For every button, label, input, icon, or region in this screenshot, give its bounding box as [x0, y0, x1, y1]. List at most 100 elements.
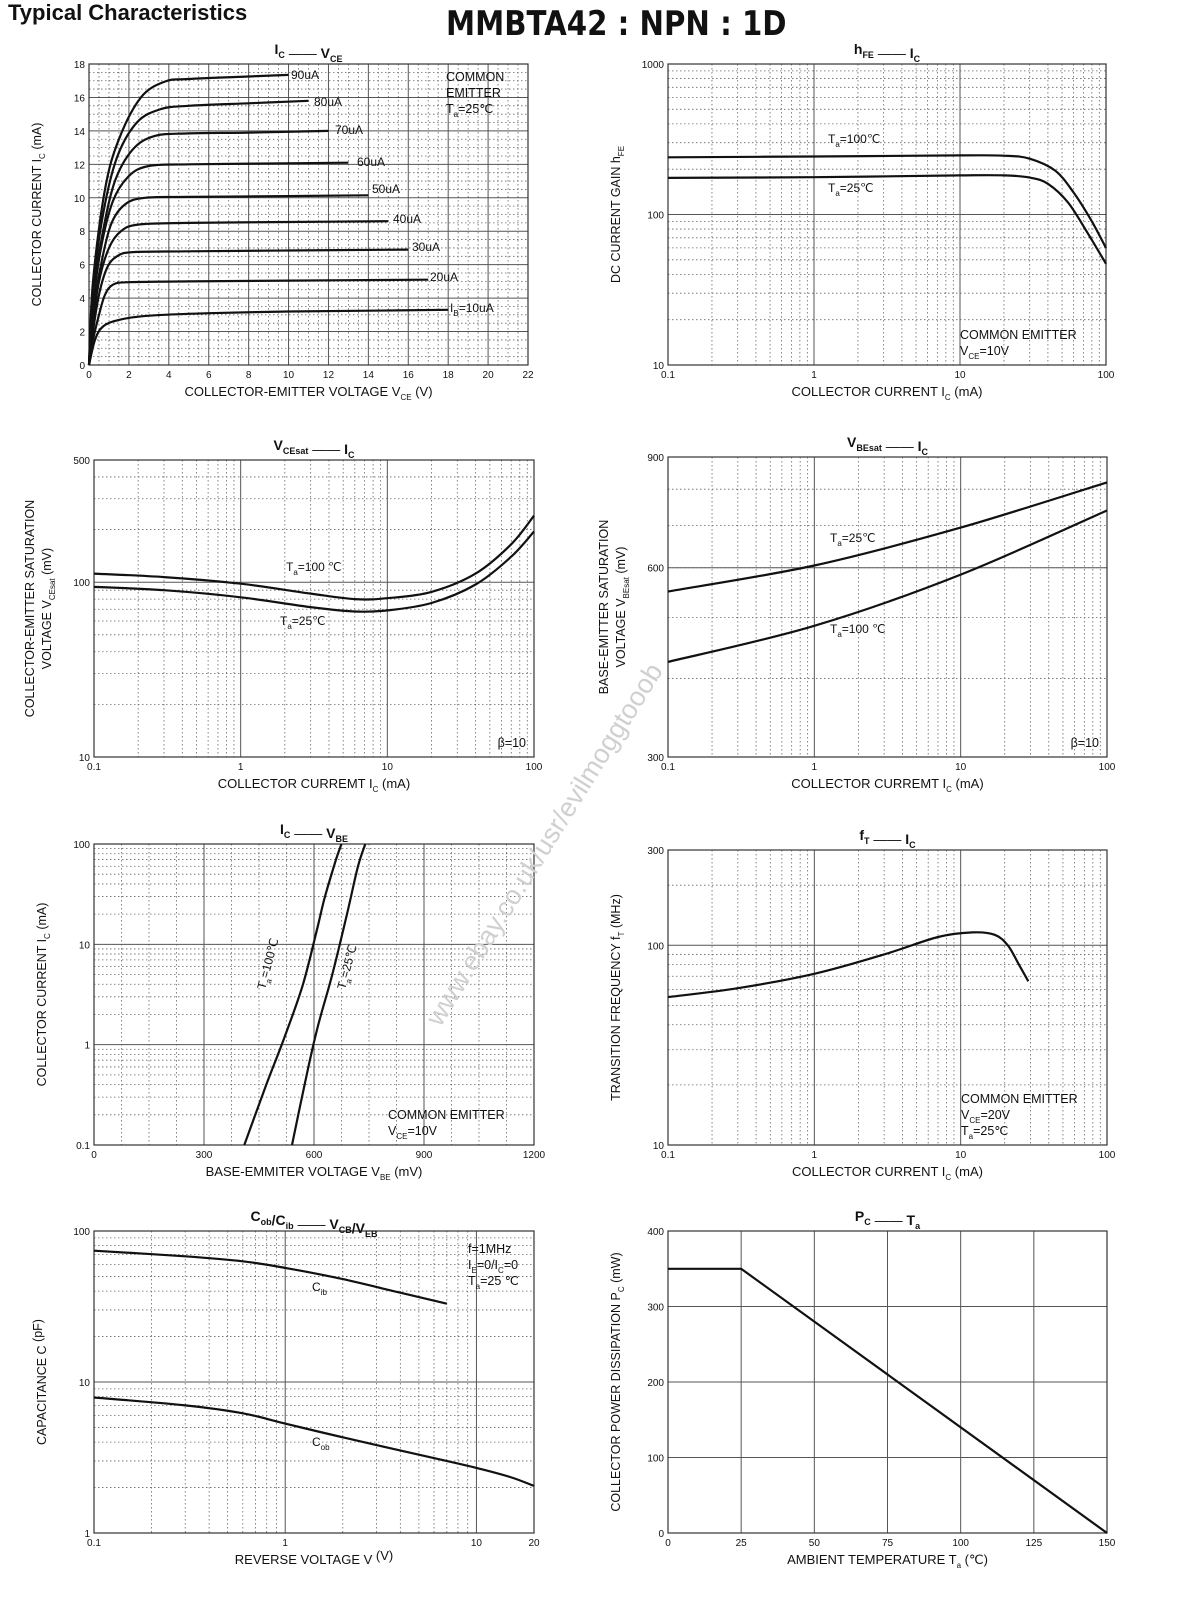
x-tick-label: 10 [955, 1150, 967, 1161]
series-line-30ua [87, 248, 409, 366]
series-line-t-a-100- [667, 154, 1107, 249]
series-label: 60uA [357, 155, 385, 169]
x-tick-label: 100 [1098, 370, 1115, 381]
x-tick-label: 100 [1099, 762, 1116, 773]
plot-frame [93, 459, 535, 758]
x-tick-label: 300 [196, 1150, 213, 1161]
chart-title: VCEsat —— IC [273, 437, 355, 460]
annotation-text: β=10 [1071, 736, 1099, 750]
x-tick-label: 0.1 [661, 370, 675, 381]
y-axis-label: TRANSITION FREQUENCY fT (MHz) [609, 894, 626, 1101]
series-line-t-a-25- [667, 174, 1107, 265]
series-line-i-b-10ua [87, 308, 449, 366]
x-tick-label: 1 [812, 1150, 818, 1161]
series-label: Ta=25℃ [830, 531, 876, 548]
y-tick-label: 100 [647, 211, 664, 222]
y-tick-label: 100 [73, 1227, 90, 1238]
x-tick-label: 10 [954, 370, 966, 381]
y-tick-label: 100 [647, 941, 664, 952]
y-tick-label: 1 [84, 1529, 90, 1540]
series-line-t-a-100- [93, 515, 535, 601]
x-tick-label: 22 [522, 370, 534, 381]
x-tick-label: 10 [955, 762, 967, 773]
x-tick-label: 10 [382, 762, 394, 773]
series-line-t-a-100- [243, 843, 343, 1146]
series-line-c-ob [93, 1396, 535, 1487]
y-tick-label: 400 [647, 1227, 664, 1238]
x-tick-label: 600 [306, 1150, 323, 1161]
y-axis-label: CAPACITANCE C (pF) [31, 1319, 49, 1445]
x-tick-label: 8 [246, 370, 252, 381]
y-tick-label: 14 [74, 127, 86, 138]
y-tick-label: 10 [653, 361, 665, 372]
series-label: 40uA [393, 212, 421, 226]
x-tick-label: 20 [528, 1538, 540, 1549]
x-tick-label: 12 [323, 370, 335, 381]
x-tick-label: 16 [403, 370, 415, 381]
y-axis-label-line2: VOLTAGE VCEsat (mV) [40, 548, 57, 669]
series-line-c-ib [93, 1249, 448, 1305]
x-tick-label: 0 [86, 370, 92, 381]
y-tick-label: 1 [84, 1041, 90, 1052]
series-line-20ua [87, 278, 429, 366]
y-tick-label: 12 [74, 160, 86, 171]
y-axis-label: DC CURRENT GAIN hFE [609, 146, 626, 283]
x-tick-label: 100 [1099, 1150, 1116, 1161]
annotation-text: f=1MHz [468, 1242, 511, 1256]
x-tick-label: 10 [283, 370, 295, 381]
y-tick-label: 100 [73, 840, 90, 851]
chart-title: Cob/Cib —— VCB/VEB [251, 1208, 378, 1239]
series-line-t-a-25- [667, 481, 1108, 593]
annotation-text: Ta=25℃ [446, 102, 493, 119]
y-tick-label: 10 [653, 1141, 665, 1152]
y-tick-label: 100 [647, 1454, 664, 1465]
x-axis-label: COLLECTOR-EMITTER VOLTAGE VCE (V) [184, 384, 432, 402]
x-tick-label: 0.1 [87, 762, 101, 773]
x-axis-label: COLLECTOR CURRENT IC (mA) [792, 1164, 983, 1182]
series-line-t-a-100- [667, 509, 1108, 663]
x-tick-label: 6 [206, 370, 212, 381]
x-tick-label: 10 [471, 1538, 483, 1549]
plot-frame [667, 63, 1107, 366]
plot-frame [667, 456, 1108, 758]
y-axis-label: BASE-EMITTER SATURATION [597, 520, 611, 695]
y-tick-label: 18 [74, 60, 86, 71]
part-number-title: MMBTA42 : NPN : 1D [446, 4, 787, 44]
x-tick-label: 1 [238, 762, 244, 773]
chart-title: VBEsat —— IC [847, 434, 929, 457]
x-axis-label: AMBIENT TEMPERATURE Ta (℃) [787, 1552, 988, 1570]
y-tick-label: 100 [73, 578, 90, 589]
y-axis-label-line2: VOLTAGE VBEsat (mV) [614, 547, 631, 668]
y-tick-label: 0 [79, 361, 85, 372]
series-label: 70uA [335, 123, 363, 137]
x-tick-label: 100 [952, 1538, 969, 1549]
series-label: Cob [312, 1435, 330, 1452]
annotation-text: COMMON EMITTER [961, 1092, 1078, 1106]
x-tick-label: 75 [882, 1538, 894, 1549]
series-label: Ta=100 ℃ [286, 560, 342, 577]
annotation-text: VCE=10V [388, 1124, 438, 1141]
x-tick-label: 125 [1025, 1538, 1042, 1549]
y-tick-label: 4 [79, 294, 85, 305]
series-label: 20uA [430, 270, 458, 284]
x-tick-label: 1 [811, 370, 817, 381]
grid [667, 1230, 1108, 1534]
y-tick-label: 0 [658, 1529, 664, 1540]
y-tick-label: 1000 [642, 60, 665, 71]
series-line-p-c [668, 1267, 1108, 1534]
y-tick-label: 300 [647, 753, 664, 764]
y-tick-label: 2 [79, 328, 85, 339]
x-axis-label: COLLECTOR CURREMT IC (mA) [791, 776, 983, 794]
y-tick-label: 10 [74, 194, 86, 205]
y-tick-label: 8 [79, 227, 85, 238]
annotation-text: Ta=25℃ [961, 1124, 1008, 1141]
y-axis-label: COLLECTOR CURRENT IC (mA) [30, 123, 47, 307]
y-tick-label: 6 [79, 261, 85, 272]
annotation-text: Ta=25 ℃ [468, 1274, 519, 1291]
plot-frame [93, 843, 535, 1146]
